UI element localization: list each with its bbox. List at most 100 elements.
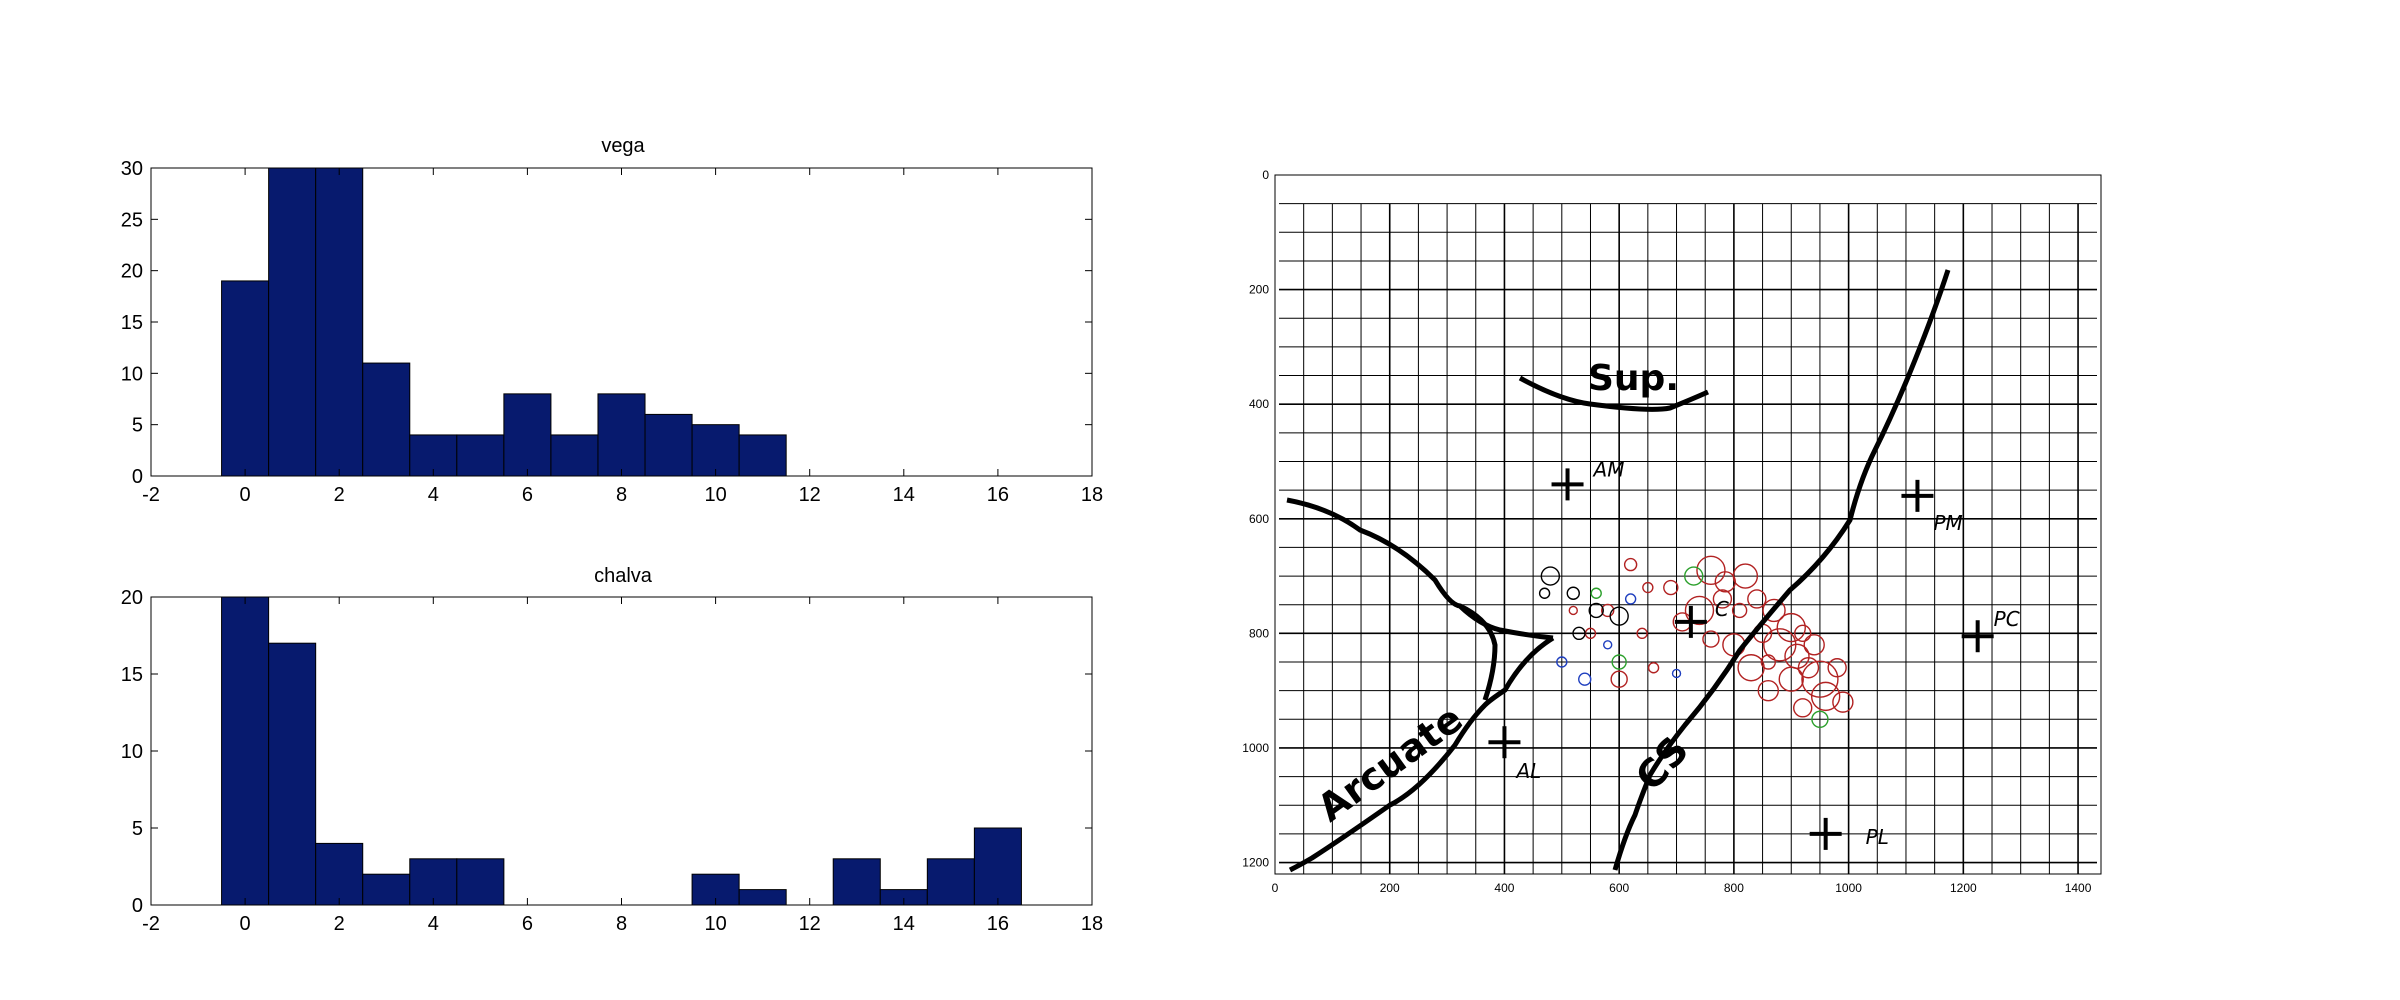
- x-tick-label: 10: [704, 913, 726, 935]
- y-tick-label: 10: [121, 741, 143, 763]
- cross-label: AM: [1592, 457, 1625, 481]
- map-x-tick-label: 1400: [2065, 881, 2092, 895]
- arcuate-upper-line: [1286, 497, 1554, 641]
- site-circle: [1647, 662, 1660, 674]
- cross-label: PM: [1933, 511, 1962, 535]
- site-circle: [1762, 598, 1786, 623]
- bar: [550, 434, 599, 477]
- arcuate-lower-line: [1288, 635, 1555, 873]
- site-circle: [1731, 602, 1748, 619]
- map-x-tick-label: 400: [1494, 881, 1514, 895]
- bar: [221, 596, 270, 906]
- site-circle: [1568, 605, 1578, 616]
- x-axis-vega: -2 0 2 4 6 8 10 12 14 16 18: [142, 168, 1103, 506]
- site-circle: [1776, 612, 1806, 643]
- x-tick-label: -2: [142, 484, 160, 506]
- x-axis-chalva: -2 0 2 4 6 8 10 12 14 16 18: [142, 597, 1103, 935]
- y-tick-label: 0: [132, 895, 143, 917]
- x-tick-label: 2: [334, 484, 345, 506]
- site-circle: [1642, 581, 1654, 594]
- map-y-tick-label: 200: [1249, 283, 1269, 297]
- bar: [221, 280, 270, 477]
- x-tick-label: 12: [799, 484, 821, 506]
- site-circle: [1636, 627, 1648, 640]
- landmark-crosses: AM PM C PC AL PL: [1488, 457, 2020, 850]
- y-tick-label: 5: [132, 415, 143, 437]
- x-tick-label: 18: [1081, 913, 1103, 935]
- site-circle: [1588, 602, 1604, 619]
- map-y-tick-label: 800: [1249, 626, 1269, 640]
- bar: [315, 167, 364, 477]
- y-tick-label: 0: [132, 466, 143, 488]
- map-x-tick-label: 800: [1724, 881, 1744, 895]
- cross-label: PL: [1866, 825, 1889, 849]
- bar: [315, 842, 364, 906]
- site-circle: [1696, 555, 1726, 586]
- x-tick-label: 14: [893, 484, 915, 506]
- x-tick-label: 0: [240, 484, 251, 506]
- site-circle: [1810, 681, 1841, 712]
- y-tick-label: 10: [121, 363, 143, 385]
- cross-label: PC: [1994, 607, 2020, 631]
- site-circle: [1602, 640, 1613, 650]
- site-circle: [1540, 566, 1561, 586]
- bars-vega: [221, 167, 787, 477]
- x-tick-label: 8: [616, 913, 627, 935]
- bar: [973, 827, 1022, 906]
- bar: [597, 393, 646, 477]
- bar: [738, 889, 787, 906]
- x-tick-label: 10: [704, 484, 726, 506]
- bar: [691, 424, 740, 477]
- y-tick-label: 20: [121, 587, 143, 609]
- site-circle: [1778, 666, 1804, 692]
- sup-sulcus-line: [1518, 375, 1710, 412]
- cross-label: AL: [1514, 759, 1541, 783]
- site-circle: [1556, 656, 1568, 668]
- site-circle: [1757, 679, 1780, 702]
- x-tick-label: -2: [142, 913, 160, 935]
- site-circle: [1793, 698, 1813, 718]
- x-tick-label: 2: [334, 913, 345, 935]
- y-axis-vega: 0 5 10 15 20 25 30: [121, 158, 1092, 488]
- site-circle: [1611, 654, 1627, 670]
- label-sup: Sup.: [1588, 358, 1679, 399]
- central-sulcus-line: [1612, 269, 1951, 871]
- site-circle: [1827, 658, 1847, 678]
- site-circle: [1684, 595, 1715, 626]
- x-tick-label: 16: [987, 484, 1009, 506]
- site-circle: [1538, 587, 1551, 599]
- recording-sites: [1538, 555, 1854, 729]
- map-y-tick-label: 1000: [1242, 741, 1269, 755]
- y-tick-label: 15: [121, 312, 143, 334]
- site-circle: [1590, 587, 1602, 599]
- bar: [926, 858, 975, 906]
- x-tick-label: 6: [522, 913, 533, 935]
- x-tick-label: 4: [428, 484, 439, 506]
- bar: [362, 362, 411, 477]
- y-axis-chalva: 0 5 10 15 20: [121, 587, 1092, 917]
- x-tick-label: 18: [1081, 484, 1103, 506]
- site-circle: [1832, 691, 1854, 713]
- map-x-tick-label: 0: [1272, 881, 1279, 895]
- map-x-tick-label: 200: [1380, 881, 1400, 895]
- map-grid: [1279, 203, 2097, 874]
- site-circle: [1803, 634, 1825, 656]
- map-y-tick-label: 1200: [1242, 856, 1269, 870]
- y-tick-label: 5: [132, 818, 143, 840]
- bar: [503, 393, 552, 477]
- bar: [832, 858, 881, 906]
- site-circle: [1671, 668, 1682, 679]
- site-circle: [1747, 589, 1767, 609]
- site-circle: [1801, 660, 1839, 698]
- y-tick-label: 30: [121, 158, 143, 180]
- map-y-tick-label: 600: [1249, 512, 1269, 526]
- bars-chalva: [221, 596, 1022, 906]
- bar: [738, 434, 787, 477]
- bar: [362, 873, 411, 906]
- site-circle: [1624, 593, 1637, 605]
- site-circle: [1794, 624, 1812, 643]
- site-circle: [1578, 672, 1592, 686]
- x-tick-label: 4: [428, 913, 439, 935]
